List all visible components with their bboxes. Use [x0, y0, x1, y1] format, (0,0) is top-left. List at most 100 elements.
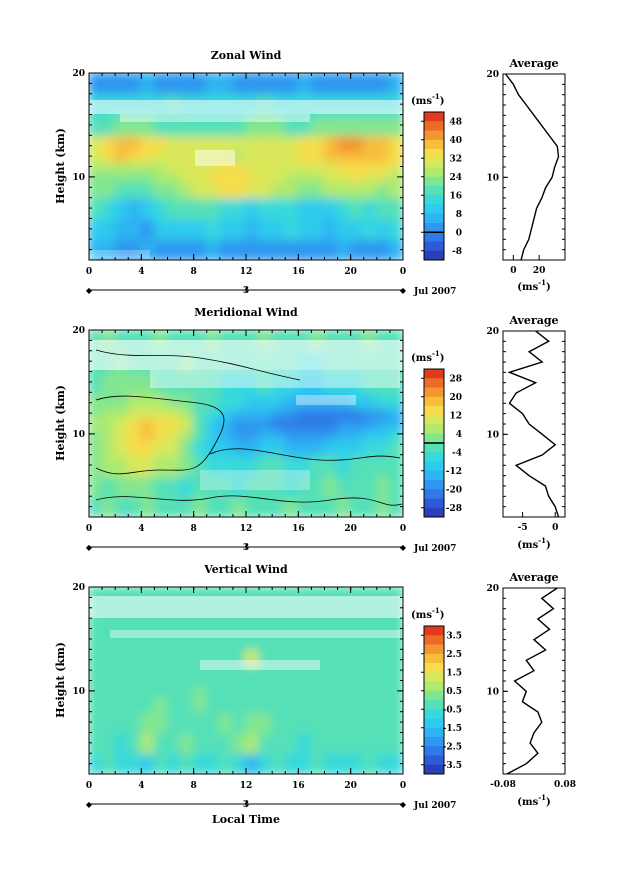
heatmap-cell — [114, 752, 130, 774]
heatmap-cell — [127, 453, 143, 477]
heatmap-cell — [140, 370, 156, 394]
heatmap-cell — [101, 113, 117, 137]
heatmap-cell — [153, 752, 169, 774]
heatmap-cell — [271, 196, 287, 220]
heatmap-cell — [89, 731, 104, 755]
heatmap-cell — [179, 160, 195, 173]
heatmap-cell — [127, 427, 143, 441]
heatmap-cell — [89, 674, 104, 687]
heatmap-cell — [114, 438, 130, 456]
heatmap-cell — [192, 427, 208, 441]
heatmap-cell — [127, 663, 143, 677]
heatmap-cell — [114, 170, 130, 184]
heatmap-cell — [310, 391, 326, 409]
heatmap-cell — [218, 674, 234, 687]
heatmap-cell — [231, 627, 247, 651]
heatmap-cell — [153, 438, 169, 456]
heatmap-cell — [218, 196, 234, 220]
heatmap-cell — [166, 663, 182, 677]
x-tick-label: 0 — [86, 781, 92, 791]
colorbar-swatch — [424, 424, 444, 435]
heatmap-cell — [375, 73, 391, 95]
heatmap-cell — [140, 181, 156, 199]
heatmap-cell — [166, 113, 182, 137]
heatmap-cell — [179, 113, 195, 137]
heatmap-cell — [192, 663, 208, 677]
heatmap-cell — [388, 627, 403, 651]
colorbar: 3.5 2.5 1.5 0.5 -0.5 -1.5 -2.5 -3.5 — [421, 625, 462, 775]
heatmap-cell — [114, 474, 130, 498]
heatmap-cell — [323, 710, 339, 734]
heatmap-cell — [218, 238, 234, 260]
colorbar-swatch — [424, 176, 444, 187]
heatmap-cell — [127, 113, 143, 137]
x-tick-label: 0 — [510, 266, 516, 276]
heatmap-cell — [258, 196, 274, 220]
heatmap-cell — [336, 391, 352, 409]
heatmap-cell — [336, 417, 352, 430]
colorbar-swatch — [424, 644, 444, 655]
heatmap-cell — [245, 495, 261, 517]
zonal-average-panel: Average 0 20 10 20 (ms-1) — [486, 57, 566, 293]
heatmap-cell — [153, 474, 169, 498]
heatmap-cell — [218, 752, 234, 774]
colorbar-swatch — [424, 737, 444, 747]
heatmap-cell — [89, 695, 104, 713]
heatmap-cell — [362, 113, 378, 137]
heatmap-cell — [349, 648, 365, 666]
heatmap-cell — [192, 695, 208, 713]
heatmap-cell — [336, 217, 352, 241]
heatmap-cell — [284, 170, 300, 184]
heatmap-cell — [297, 370, 313, 394]
heatmap-cell — [349, 684, 365, 698]
heatmap-cell — [245, 427, 261, 441]
heatmap-cell — [127, 217, 143, 241]
heatmap-cell — [153, 170, 169, 184]
colorbar-tick-label: -4 — [452, 448, 462, 458]
colorbar-tick-label: 32 — [449, 154, 462, 164]
heatmap-cell — [205, 113, 221, 137]
heatmap-cell — [127, 406, 143, 420]
heatmap-cell — [375, 674, 391, 687]
heatmap-cell — [258, 731, 274, 755]
colorbar-swatch — [424, 489, 444, 499]
heatmap-cell — [166, 695, 182, 713]
heatmap-cell — [349, 663, 365, 677]
heatmap-cell — [179, 752, 195, 774]
heatmap-cell — [362, 391, 378, 409]
heatmap-cell — [297, 406, 313, 420]
heatmap-cell — [349, 134, 365, 152]
heatmap-cell — [179, 474, 195, 498]
heatmap-cell — [179, 181, 195, 199]
heatmap-cell — [284, 134, 300, 152]
heatmap-cell — [258, 370, 274, 394]
colorbar-swatch — [424, 507, 444, 518]
heatmap-cell — [205, 406, 221, 420]
heatmap-cell — [205, 73, 221, 95]
heatmap-cell — [310, 417, 326, 430]
heatmap-cell — [258, 181, 274, 199]
heatmap-cell — [140, 438, 156, 456]
heatmap-cell — [89, 134, 104, 152]
x-axis-label: (ms-1) — [517, 793, 550, 808]
heatmap-cell — [388, 663, 403, 677]
heatmap-cell — [245, 752, 261, 774]
heatmap-cell — [153, 113, 169, 137]
heatmap-cell — [310, 627, 326, 651]
x-tick-label: 4 — [138, 781, 144, 791]
heatmap-cell — [179, 149, 195, 163]
heatmap-cell — [349, 474, 365, 498]
heatmap-cell — [114, 663, 130, 677]
heatmap-cell — [192, 134, 208, 152]
heatmap-cell — [284, 627, 300, 651]
colorbar-swatch — [424, 718, 444, 729]
heatmap-cell — [349, 695, 365, 713]
y-tick-label: 20 — [486, 584, 499, 594]
colorbar-tick-label: 12 — [449, 411, 462, 421]
heatmap-cell — [323, 663, 339, 677]
heatmap-cell — [153, 648, 169, 666]
colorbar-tick-label: -1.5 — [443, 724, 462, 734]
heatmap-cell — [310, 663, 326, 677]
heatmap-cell — [271, 181, 287, 199]
heatmap-cell — [271, 752, 287, 774]
